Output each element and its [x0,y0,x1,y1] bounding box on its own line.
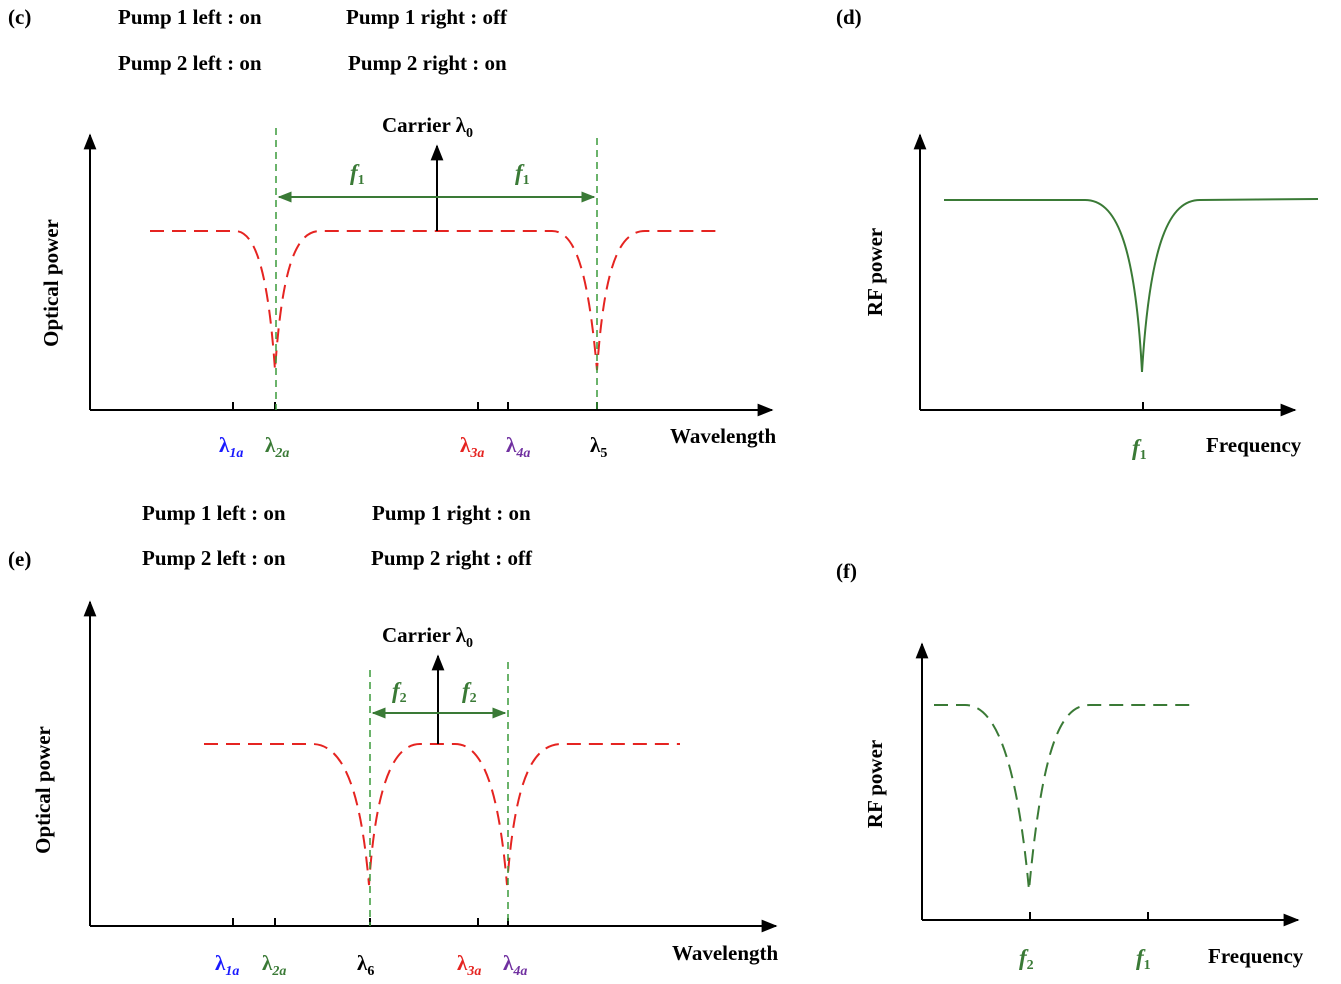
carrier-label: Carrier λ0 [382,113,473,141]
panel-d-label: (d) [836,5,862,29]
y-axis-title: Optical power [39,219,63,347]
x-axis-title: Wavelength [670,424,776,448]
tick-label-lambda3a: λ3a [457,951,481,979]
panel-e: (e) Pump 1 left : on Pump 1 right : on P… [8,501,778,979]
pump1-left-status: Pump 1 left : on [142,501,286,525]
tick-label-f1: f1 [1132,435,1147,463]
optical-spectrum-curve [204,743,680,886]
tick-label-lambda4a: λ4a [503,951,527,979]
y-axis-title: RF power [863,740,887,828]
pump2-left-status: Pump 2 left : on [142,546,286,570]
f2-right-label: f2 [462,678,477,706]
tick-label-lambda2a: λ2a [265,433,289,461]
tick-label-lambda1a: λ1a [215,951,239,979]
pump2-right-status: Pump 2 right : on [348,51,507,75]
x-axis-title: Wavelength [672,941,778,965]
f1-right-label: f1 [515,160,530,188]
carrier-label: Carrier λ0 [382,623,473,651]
panel-c-label: (c) [8,5,31,29]
panel-f-label: (f) [836,559,857,583]
rf-response-curve [934,704,1196,891]
panel-d: (d) RF power Frequency f1 [836,5,1319,463]
y-axis-title: RF power [863,228,887,316]
tick-label-lambda6: λ6 [357,951,374,979]
panel-e-label: (e) [8,547,31,571]
tick-label-lambda3a: λ3a [460,433,484,461]
pump1-right-status: Pump 1 right : on [372,501,531,525]
y-axis-title: Optical power [31,726,55,854]
wavelength-tick-labels: λ1a λ2a λ6 λ3a λ4a [215,951,527,979]
x-axis-title: Frequency [1208,944,1304,968]
f1-left-label: f1 [350,160,365,188]
rf-response-curve [944,198,1319,373]
x-axis-title: Frequency [1206,433,1302,457]
panel-f: (f) RF power Frequency f2 f1 [836,559,1304,973]
tick-label-lambda4a: λ4a [506,433,530,461]
f2-left-label: f2 [392,678,407,706]
wavelength-tick-labels: λ1a λ2a λ3a λ4a λ5 [219,433,607,461]
tick-label-f1: f1 [1136,945,1151,973]
tick-label-lambda5: λ5 [590,433,607,461]
tick-label-lambda1a: λ1a [219,433,243,461]
pump2-left-status: Pump 2 left : on [118,51,262,75]
pump1-left-status: Pump 1 left : on [118,5,262,29]
pump1-right-status: Pump 1 right : off [346,5,508,29]
optical-spectrum-curve [150,230,720,371]
panel-c: (c) Pump 1 left : on Pump 1 right : off … [8,5,776,461]
tick-label-f2: f2 [1019,945,1034,973]
pump2-right-status: Pump 2 right : off [371,546,533,570]
tick-label-lambda2a: λ2a [262,951,286,979]
